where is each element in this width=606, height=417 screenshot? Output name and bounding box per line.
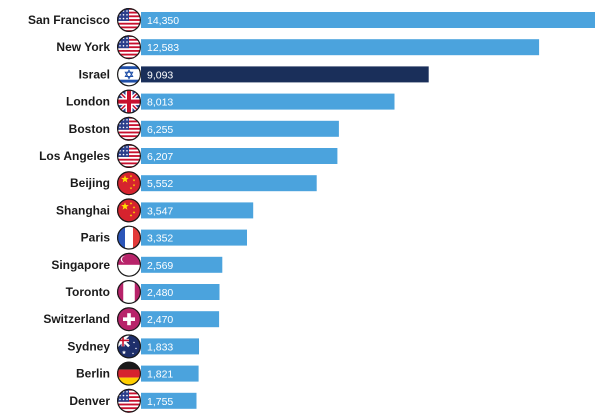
category-label: Israel — [79, 67, 110, 81]
bar-row: Paris 3,352 — [81, 225, 247, 250]
bar — [141, 365, 199, 382]
bar — [141, 229, 247, 246]
category-label: Beijing — [70, 176, 110, 190]
category-label: Boston — [69, 122, 110, 136]
bar — [141, 175, 317, 192]
value-label: 5,552 — [147, 178, 173, 190]
bar — [141, 12, 595, 28]
usa-flag-icon — [116, 35, 141, 60]
bar-row: Shanghai 3,547 — [56, 198, 254, 223]
value-label: 14,350 — [147, 15, 179, 27]
bar-row: Switzerland 2,470 — [43, 307, 220, 332]
bar-row: Boston 6,255 — [69, 116, 339, 141]
bar-row: Los Angeles 6,207 — [39, 144, 338, 169]
value-label: 9,093 — [147, 69, 173, 81]
usa-flag-icon — [116, 8, 141, 32]
bar-row: San Francisco 14,350 — [28, 8, 595, 32]
value-label: 2,480 — [147, 287, 173, 299]
bar — [141, 148, 338, 164]
value-label: 12,583 — [147, 42, 179, 54]
usa-flag-icon — [116, 116, 141, 141]
israel-flag-icon — [116, 62, 141, 87]
bar-row: Beijing 5,552 — [70, 171, 317, 196]
bar — [141, 284, 220, 300]
category-label: New York — [56, 40, 110, 54]
bar — [141, 202, 254, 219]
category-label: San Francisco — [28, 13, 110, 27]
value-label: 1,821 — [147, 369, 173, 381]
china-flag-icon — [116, 171, 141, 196]
category-label: Switzerland — [43, 312, 110, 326]
usa-flag-icon — [116, 144, 141, 169]
bar-row: Denver 1,755 — [69, 388, 197, 413]
bar-row: Israel 9,093 — [79, 62, 429, 87]
category-label: London — [66, 95, 110, 109]
category-label: Los Angeles — [39, 149, 110, 163]
value-label: 6,207 — [147, 151, 173, 163]
value-label: 8,013 — [147, 97, 173, 109]
bar — [141, 256, 223, 273]
bar-row: Sydney 1,833 — [67, 334, 199, 359]
value-label: 2,569 — [147, 260, 173, 272]
bar — [141, 93, 395, 110]
category-label: Shanghai — [56, 203, 110, 217]
bar — [141, 39, 540, 56]
category-label: Toronto — [66, 285, 110, 299]
usa-flag-icon — [116, 388, 141, 413]
australia-flag-icon — [116, 334, 141, 359]
bar — [141, 338, 199, 355]
category-label: Singapore — [51, 258, 110, 272]
uk-flag-icon — [116, 89, 141, 114]
category-label: Sydney — [67, 339, 110, 353]
highlighted-bar — [141, 66, 429, 83]
category-label: Paris — [81, 231, 111, 245]
category-label: Denver — [69, 394, 110, 408]
bar-row: New York 12,583 — [56, 35, 540, 60]
category-label: Berlin — [76, 367, 110, 381]
value-label: 3,547 — [147, 205, 173, 217]
value-label: 6,255 — [147, 124, 173, 136]
singapore-flag-icon — [116, 252, 141, 277]
bar-row: London 8,013 — [66, 89, 395, 114]
bar — [141, 120, 339, 137]
value-label: 1,833 — [147, 341, 173, 353]
bar-row: Singapore 2,569 — [51, 252, 223, 277]
value-label: 3,352 — [147, 233, 173, 245]
bar-row: Toronto 2,480 — [66, 280, 220, 305]
china-flag-icon — [116, 198, 141, 223]
value-label: 2,470 — [147, 314, 173, 326]
switzerland-flag-icon — [116, 307, 141, 332]
germany-flag-icon — [116, 361, 141, 386]
france-flag-icon — [116, 225, 141, 250]
value-label: 1,755 — [147, 396, 173, 408]
bar-row: Berlin 1,821 — [76, 361, 199, 386]
bar — [141, 311, 220, 328]
bar — [141, 392, 197, 409]
canada-flag-icon — [116, 280, 141, 305]
